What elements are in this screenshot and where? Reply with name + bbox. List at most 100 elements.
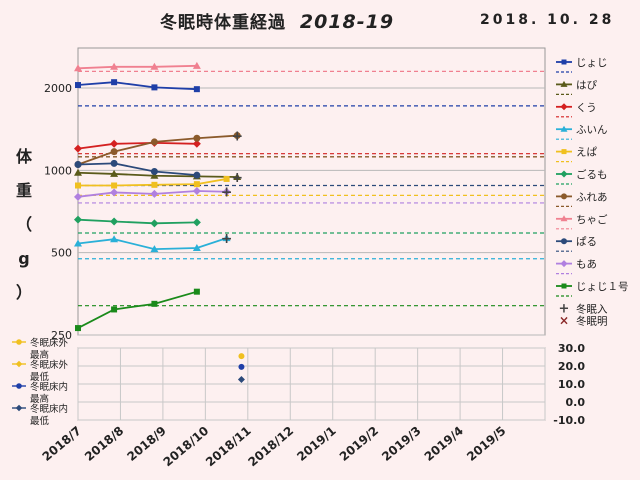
data-point	[111, 306, 118, 313]
x-tick-label: 2018/7	[40, 424, 84, 464]
y-tick-label: 2000	[44, 82, 72, 95]
data-point	[110, 148, 118, 156]
data-point	[110, 139, 119, 148]
data-point	[193, 86, 200, 93]
x-tick-label: 2018/12	[245, 424, 296, 470]
legend-swatch-marker	[561, 283, 567, 289]
temp-tick-label: -10.0	[553, 414, 585, 427]
temperature-plot-area: -10.0 0.0 10.0 20.0 30.0	[77, 342, 586, 427]
series-line	[77, 290, 198, 329]
hibernation-start-marker: +	[221, 185, 233, 201]
x-tick-label: 2019/2	[337, 424, 381, 464]
y-axis-label-char: ）	[15, 283, 32, 302]
legend-swatch-marker	[560, 170, 568, 178]
legend-label: ごるも	[576, 168, 608, 181]
data-point	[192, 139, 201, 148]
x-tick-label: 2019/5	[464, 424, 508, 464]
data-point	[151, 84, 158, 91]
legend-label: くう	[576, 102, 597, 114]
data-point	[150, 219, 159, 228]
data-point	[193, 288, 200, 295]
y-axis-label: 体重 （ g ）	[12, 140, 36, 310]
temp-legend-label: 冬眠床内	[30, 381, 68, 393]
hibernation-start-marker: +	[231, 129, 243, 145]
series-line	[77, 81, 197, 91]
temp-tick-label: 10.0	[558, 378, 585, 391]
legend-swatch-marker	[560, 215, 568, 222]
legend-item: くう	[556, 102, 597, 118]
legend-label: もあ	[576, 259, 597, 271]
data-point	[74, 64, 82, 72]
legend-swatch-marker	[561, 149, 567, 155]
temp-legend-label: 冬眠床外	[30, 359, 69, 371]
legend-swatch-marker	[560, 103, 568, 111]
y-tick-label: 500	[51, 247, 72, 260]
data-point	[74, 161, 82, 169]
data-point	[110, 217, 119, 226]
data-point	[111, 182, 118, 189]
data-point	[151, 181, 158, 188]
data-point	[110, 169, 119, 177]
hibernation-start-marker: +	[221, 231, 233, 247]
legend-label: えぱ	[576, 147, 597, 159]
data-point	[150, 62, 159, 70]
data-point	[110, 235, 119, 243]
legend-label: ぱる	[576, 236, 597, 248]
x-tick-label: 2019/1	[294, 424, 338, 464]
hibernation-start-marker: +	[231, 170, 243, 186]
legend-item: ちゃご	[556, 213, 608, 230]
y-axis-label-char: 体	[15, 147, 32, 166]
data-point	[192, 187, 201, 196]
data-point	[111, 79, 118, 86]
x-tick-label: 2018/11	[203, 424, 254, 470]
y-axis-label-char: 重	[15, 181, 32, 200]
chart-season: 2018-19	[299, 11, 395, 33]
data-point	[74, 215, 82, 224]
temperature-point	[237, 376, 245, 383]
data-point	[192, 61, 201, 69]
x-tick-label: 2019/4	[422, 424, 466, 464]
legend-label: 冬眠明	[576, 314, 608, 327]
data-point	[110, 188, 119, 197]
series-line	[77, 141, 197, 150]
legend-item: はぴ	[556, 79, 597, 96]
legend-item: ぱる	[556, 236, 597, 252]
legend-item: × 冬眠明	[559, 313, 608, 327]
data-point	[150, 138, 158, 146]
series-line	[77, 162, 197, 177]
data-point	[223, 175, 230, 182]
legend-item: ふれあ	[556, 191, 608, 207]
legend-item: ごるも	[556, 168, 608, 185]
series-line	[77, 64, 197, 70]
temp-legend-label: 冬眠床外	[30, 337, 69, 349]
data-point	[192, 243, 201, 251]
legend-swatch-marker	[560, 125, 568, 132]
y-tick-label: 250	[51, 329, 72, 342]
data-point	[75, 82, 81, 89]
data-point	[74, 144, 82, 153]
data-point	[193, 171, 201, 179]
legend-swatch-marker: ×	[559, 313, 569, 327]
data-point	[110, 62, 119, 70]
legend-item: えぱ	[556, 147, 597, 163]
data-point	[150, 245, 159, 253]
data-point	[75, 325, 81, 332]
temp-tick-label: 0.0	[566, 396, 586, 409]
data-point	[192, 218, 201, 227]
data-point	[74, 168, 82, 176]
legend-item: もあ	[556, 259, 597, 275]
temp-legend-label: 最低	[30, 415, 50, 427]
legend-label: ふいん	[576, 124, 608, 136]
data-point	[75, 182, 81, 189]
temp-legend-label: 最高	[30, 393, 49, 405]
chart-title-text: 冬眠時体重経過	[160, 13, 286, 33]
data-point	[151, 300, 158, 307]
chart-title: 冬眠時体重経過 2018-19	[160, 8, 394, 33]
data-point	[222, 187, 231, 196]
legend-item: ふいん	[556, 124, 608, 140]
legend-swatch-marker	[561, 193, 567, 200]
